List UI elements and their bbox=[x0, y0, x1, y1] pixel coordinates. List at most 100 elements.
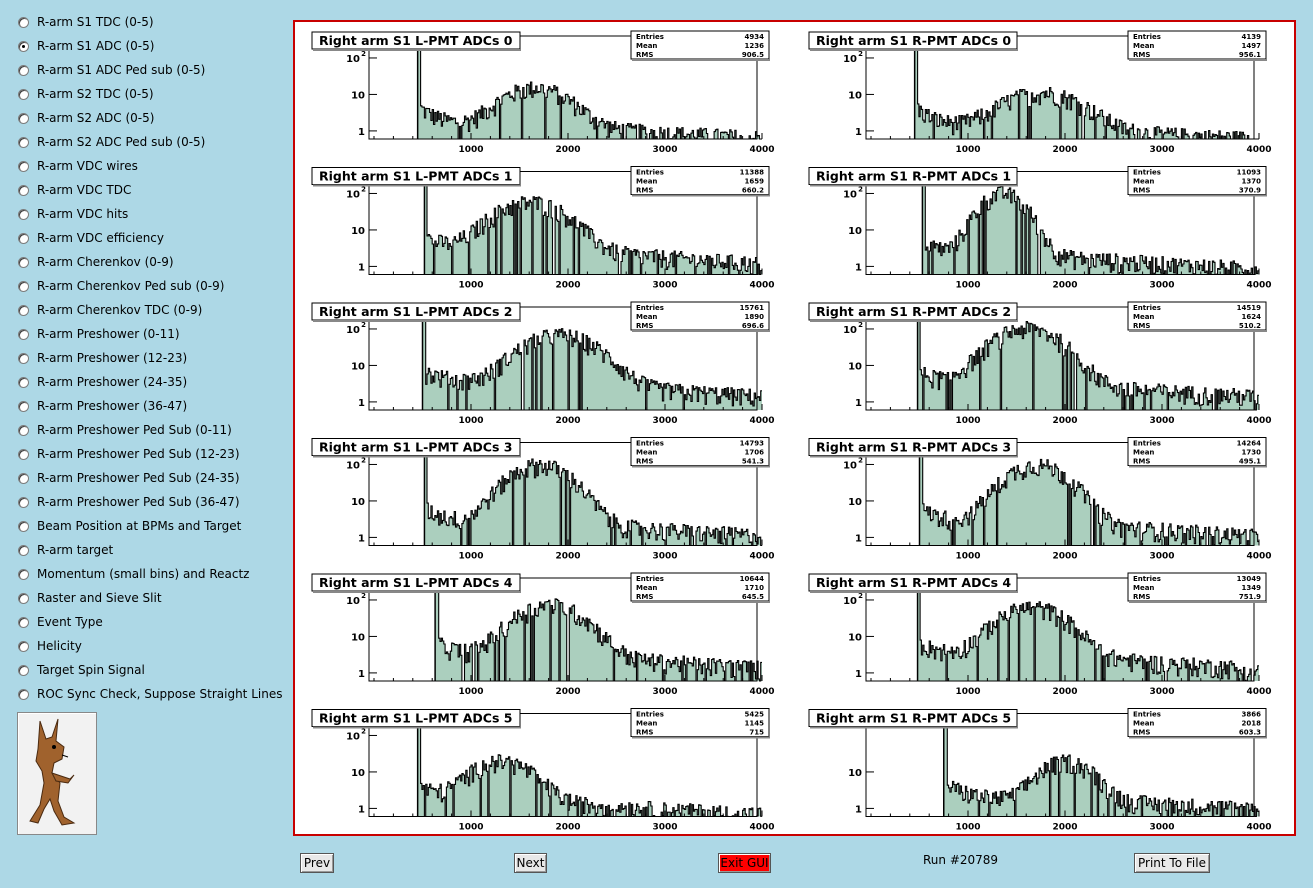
stats-value: 11388 bbox=[740, 169, 764, 177]
radio-button[interactable] bbox=[18, 593, 29, 604]
menu-item-23[interactable]: Momentum (small bins) and Reactz bbox=[0, 563, 290, 587]
radio-button[interactable] bbox=[18, 449, 29, 460]
stats-shadow bbox=[632, 601, 770, 603]
radio-button[interactable] bbox=[18, 185, 29, 196]
axis-frame bbox=[368, 442, 758, 546]
menu-item-19[interactable]: R-arm Preshower Ped Sub (24-35) bbox=[0, 467, 290, 491]
x-tick-label: 2000 bbox=[555, 552, 580, 562]
menu-item-7[interactable]: R-arm VDC TDC bbox=[0, 179, 290, 203]
x-tick-label: 4000 bbox=[749, 823, 774, 833]
y-tick-label: 1 bbox=[855, 533, 862, 544]
print-to-file-button[interactable]: Print To File bbox=[1134, 853, 1210, 873]
stats-value: 1497 bbox=[1242, 42, 1262, 50]
menu-item-6[interactable]: R-arm VDC wires bbox=[0, 155, 290, 179]
histogram-line bbox=[418, 713, 762, 818]
radio-button[interactable] bbox=[18, 113, 29, 124]
radio-button[interactable] bbox=[18, 137, 29, 148]
menu-item-17[interactable]: R-arm Preshower Ped Sub (0-11) bbox=[0, 419, 290, 443]
y-tick-exponent: 2 bbox=[361, 50, 366, 58]
radio-button[interactable] bbox=[18, 89, 29, 100]
histogram-fill bbox=[435, 578, 762, 681]
stats-value: 5425 bbox=[745, 711, 765, 719]
menu-item-27[interactable]: Target Spin Signal bbox=[0, 659, 290, 683]
radio-button[interactable] bbox=[18, 401, 29, 412]
radio-button[interactable] bbox=[18, 473, 29, 484]
menu-item-25[interactable]: Event Type bbox=[0, 611, 290, 635]
prev-button[interactable]: Prev bbox=[300, 853, 334, 873]
title-shadow bbox=[313, 591, 521, 593]
radio-button[interactable] bbox=[18, 257, 29, 268]
radio-button[interactable] bbox=[18, 305, 29, 316]
menu-item-22[interactable]: R-arm target bbox=[0, 539, 290, 563]
histogram-fill bbox=[424, 443, 762, 546]
menu-item-0[interactable]: R-arm S1 TDC (0-5) bbox=[0, 11, 290, 35]
y-tick-label: 10 bbox=[351, 632, 365, 643]
radio-button[interactable] bbox=[18, 617, 29, 628]
title-shadow bbox=[313, 726, 521, 729]
histogram-title-text: Right arm S1 L-PMT ADCs 5 bbox=[319, 711, 512, 726]
menu-item-26[interactable]: Helicity bbox=[0, 635, 290, 659]
radio-button[interactable] bbox=[18, 665, 29, 676]
menu-item-4[interactable]: R-arm S2 ADC (0-5) bbox=[0, 107, 290, 131]
x-tick-label: 2000 bbox=[555, 416, 580, 426]
histogram-title: Right arm S1 L-PMT ADCs 4 bbox=[311, 573, 521, 593]
stats-shadow bbox=[1129, 465, 1267, 468]
x-tick-label: 4000 bbox=[749, 145, 774, 155]
radio-button[interactable] bbox=[18, 497, 29, 508]
stats-value: 541.3 bbox=[742, 458, 764, 466]
radio-button[interactable] bbox=[18, 521, 29, 532]
y-tick-label: 10 bbox=[346, 731, 360, 742]
next-button[interactable]: Next bbox=[514, 853, 547, 873]
stats-shadow bbox=[1129, 59, 1267, 61]
x-tick-label: 3000 bbox=[652, 552, 677, 562]
radio-button[interactable] bbox=[18, 425, 29, 436]
menu-item-18[interactable]: R-arm Preshower Ped Sub (12-23) bbox=[0, 443, 290, 467]
radio-button[interactable] bbox=[18, 161, 29, 172]
menu-item-20[interactable]: R-arm Preshower Ped Sub (36-47) bbox=[0, 491, 290, 515]
menu-item-5[interactable]: R-arm S2 ADC Ped sub (0-5) bbox=[0, 131, 290, 155]
radio-button[interactable] bbox=[18, 569, 29, 580]
stats-frame bbox=[1127, 166, 1267, 195]
radio-button[interactable] bbox=[18, 689, 29, 700]
radio-button[interactable] bbox=[18, 17, 29, 28]
menu-item-13[interactable]: R-arm Preshower (0-11) bbox=[0, 323, 290, 347]
menu-item-8[interactable]: R-arm VDC hits bbox=[0, 203, 290, 227]
radio-button[interactable] bbox=[18, 209, 29, 220]
menu-item-24[interactable]: Raster and Sieve Slit bbox=[0, 587, 290, 611]
menu-item-3[interactable]: R-arm S2 TDC (0-5) bbox=[0, 83, 290, 107]
stats-key: Mean bbox=[636, 449, 657, 457]
menu-item-1[interactable]: R-arm S1 ADC (0-5) bbox=[0, 35, 290, 59]
menu-item-21[interactable]: Beam Position at BPMs and Target bbox=[0, 515, 290, 539]
stats-box: Entries 4139 Mean 1497 RMS 956.1 bbox=[1127, 30, 1267, 61]
stats-frame bbox=[630, 708, 770, 737]
axis-frame bbox=[865, 35, 1255, 140]
menu-item-label: R-arm target bbox=[37, 543, 114, 557]
title-shadow bbox=[810, 455, 1018, 458]
menu-item-15[interactable]: R-arm Preshower (24-35) bbox=[0, 371, 290, 395]
menu-item-2[interactable]: R-arm S1 ADC Ped sub (0-5) bbox=[0, 59, 290, 83]
x-tick-label: 4000 bbox=[749, 552, 774, 562]
radio-button[interactable] bbox=[18, 377, 29, 388]
radio-button[interactable] bbox=[18, 353, 29, 364]
radio-button[interactable] bbox=[18, 329, 29, 340]
menu-item-10[interactable]: R-arm Cherenkov (0-9) bbox=[0, 251, 290, 275]
radio-button[interactable] bbox=[18, 281, 29, 292]
stats-key: RMS bbox=[1133, 593, 1150, 601]
menu-item-14[interactable]: R-arm Preshower (12-23) bbox=[0, 347, 290, 371]
stats-value: 1890 bbox=[745, 313, 765, 321]
radio-button[interactable] bbox=[18, 641, 29, 652]
menu-item-11[interactable]: R-arm Cherenkov Ped sub (0-9) bbox=[0, 275, 290, 299]
radio-button[interactable] bbox=[18, 65, 29, 76]
menu-item-9[interactable]: R-arm VDC efficiency bbox=[0, 227, 290, 251]
menu-item-label: R-arm VDC wires bbox=[37, 159, 138, 173]
menu-item-16[interactable]: R-arm Preshower (36-47) bbox=[0, 395, 290, 419]
menu-item-12[interactable]: R-arm Cherenkov TDC (0-9) bbox=[0, 299, 290, 323]
menu-item-28[interactable]: ROC Sync Check, Suppose Straight Lines bbox=[0, 683, 290, 707]
radio-button[interactable] bbox=[18, 41, 29, 52]
radio-button[interactable] bbox=[18, 233, 29, 244]
stats-key: RMS bbox=[1133, 458, 1150, 466]
radio-button[interactable] bbox=[18, 545, 29, 556]
stats-box: Entries 5425 Mean 1145 RMS 715 bbox=[630, 708, 770, 739]
exit-gui-button[interactable]: Exit GUI bbox=[718, 853, 771, 873]
